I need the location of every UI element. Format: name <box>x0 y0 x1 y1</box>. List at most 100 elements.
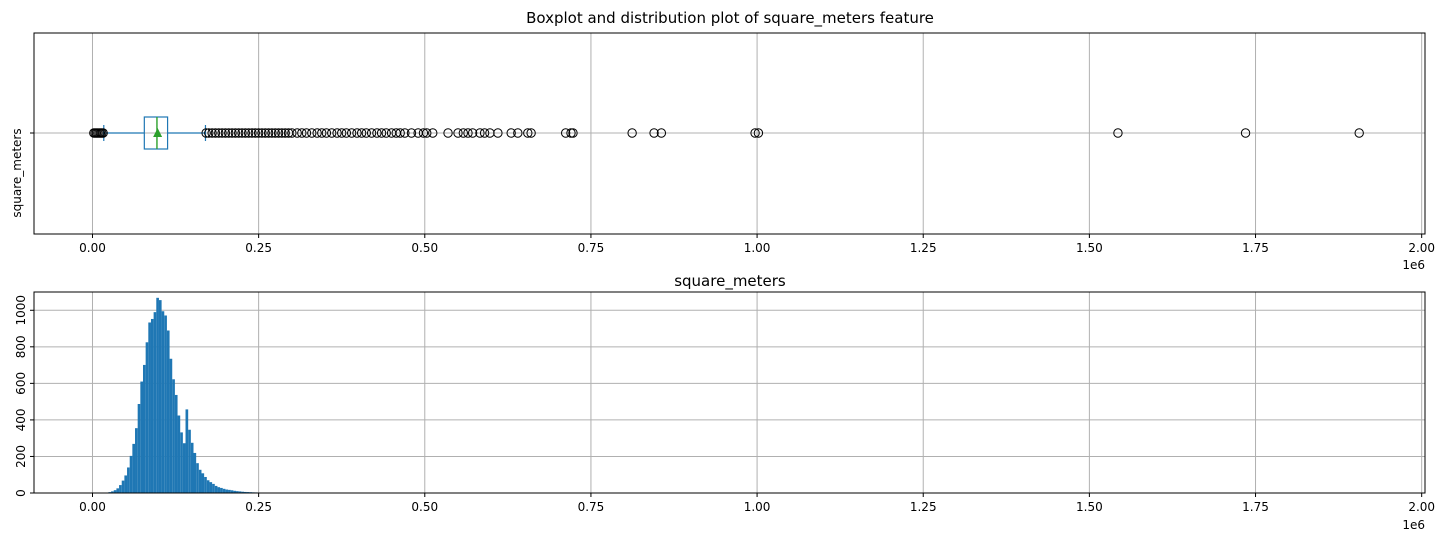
boxplot-outlier-point <box>753 128 764 138</box>
boxplot-outlier-point <box>312 128 322 138</box>
histogram-bar <box>156 297 159 493</box>
histogram-bar <box>185 409 189 493</box>
histogram-bar <box>132 443 136 493</box>
boxplot-x-tick-label: 1.00 <box>744 241 771 255</box>
histogram-bar <box>129 455 133 493</box>
histogram-grid <box>34 292 1425 494</box>
boxplot-outlier-point <box>321 128 332 138</box>
boxplot-outlier-point <box>263 128 274 138</box>
boxplot-outlier-point <box>207 128 217 138</box>
boxplot-outlier-point <box>376 128 387 138</box>
histogram-y-ticks: 0 200 400 600 800 1000 <box>14 295 34 497</box>
boxplot-outlier-point <box>1354 128 1364 138</box>
boxplot-box <box>143 116 169 150</box>
boxplot-outlier-point <box>292 128 302 138</box>
histogram-bar <box>198 469 202 493</box>
boxplot-outlier-point <box>418 128 429 138</box>
histogram-bar <box>214 485 218 493</box>
histogram-bar <box>236 491 239 493</box>
boxplot-outlier-point <box>280 128 290 138</box>
histogram-bar <box>174 394 178 493</box>
histogram-bar <box>172 379 175 493</box>
boxplot-outlier-point <box>210 128 221 138</box>
boxplot-outlier-point <box>493 128 503 138</box>
histogram-bar <box>230 490 234 493</box>
boxplot-outlier-point <box>366 128 377 138</box>
histogram-x-tick-label: 2.00 <box>1408 500 1435 514</box>
boxplot-outlier-point <box>560 128 571 138</box>
histogram-x-tick-label: 0.75 <box>578 500 605 514</box>
histogram-bar <box>222 488 226 493</box>
boxplot-outlier-point <box>356 128 367 138</box>
histogram-bar <box>182 443 186 493</box>
histogram-bar <box>180 432 183 493</box>
histogram-bar <box>225 489 229 493</box>
histogram-bar <box>212 483 215 493</box>
boxplot-outlier-point <box>443 128 453 138</box>
boxplot-outlier-point <box>523 128 533 138</box>
histogram-bar <box>148 322 151 493</box>
histogram-bar <box>238 491 242 493</box>
histogram-bar <box>169 358 173 493</box>
histogram-y-tick-label: 0 <box>14 489 28 497</box>
boxplot-outlier-point <box>227 128 237 138</box>
histogram-bar <box>121 480 125 493</box>
boxplot-outlier-point <box>649 128 659 138</box>
histogram-y-tick-label: 600 <box>14 372 28 395</box>
boxplot-outlier-point <box>372 128 382 138</box>
histogram-bar <box>228 489 231 493</box>
boxplot-outlier-point <box>463 128 473 138</box>
histogram-bar <box>233 490 237 493</box>
boxplot-outlier-point <box>317 128 327 138</box>
boxplot-x-tick-label: 0.25 <box>245 241 272 255</box>
histogram-offset-text: 1e6 <box>1402 518 1425 532</box>
boxplot-x-tick-label: 1.50 <box>1076 241 1103 255</box>
boxplot-outlier-point <box>230 128 241 138</box>
histogram-bar <box>158 300 162 493</box>
boxplot-outlier-point <box>400 128 410 138</box>
boxplot-panel: Boxplot and distribution plot of square_… <box>10 9 1435 272</box>
boxplot-outlier-point <box>506 128 516 138</box>
boxplot-outlier-point <box>243 128 254 138</box>
histogram-y-tick-label: 1000 <box>14 295 28 326</box>
boxplot-outlier-point <box>332 128 342 138</box>
histogram-bar <box>196 463 199 493</box>
boxplot-outlier-point <box>346 128 357 138</box>
histogram-x-tick-label: 0.25 <box>245 500 272 514</box>
histogram-bar <box>150 318 154 493</box>
boxplot-outlier-point <box>458 128 469 138</box>
boxplot-x-tick-label: 0.00 <box>79 241 106 255</box>
histogram-x-tick-label: 1.25 <box>910 500 937 514</box>
histogram-frame <box>33 291 1426 494</box>
histogram-bar <box>111 491 114 493</box>
boxplot-outlier-point <box>237 128 247 138</box>
boxplot-outlier-point <box>307 128 317 138</box>
histogram-bar <box>113 490 117 493</box>
histogram-bar <box>209 482 213 493</box>
boxplot-outlier-point <box>277 128 287 138</box>
boxplot-outlier-point <box>467 128 478 138</box>
boxplot-outlier-point <box>214 128 224 138</box>
boxplot-outlier-point <box>475 128 485 138</box>
boxplot-x-tick-label: 2.00 <box>1408 241 1435 255</box>
histogram-title: square_meters <box>674 272 786 291</box>
boxplot-outlier-point <box>204 128 214 138</box>
boxplot-outlier-point <box>297 128 307 138</box>
histogram-bar <box>140 381 143 493</box>
histogram-y-tick-label: 400 <box>14 408 28 431</box>
histogram-bar <box>145 342 149 493</box>
histogram-bar <box>217 487 221 493</box>
boxplot-outlier-point <box>1240 128 1251 138</box>
boxplot-outlier-point <box>406 128 417 138</box>
histogram-bar <box>124 475 128 493</box>
boxplot-outlier-point <box>267 128 277 138</box>
boxplot-outliers <box>89 128 1364 138</box>
histogram-x-tick-label: 1.75 <box>1242 500 1269 514</box>
boxplot-outlier-point <box>287 128 297 138</box>
histogram-x-ticks: 0.00 0.25 0.50 0.75 1.00 1.25 1.50 1.75 2.00 <box>79 493 1435 514</box>
boxplot-outlier-point <box>627 128 637 138</box>
boxplot-x-tick-label: 1.75 <box>1242 241 1269 255</box>
boxplot-mean-marker <box>153 128 163 137</box>
boxplot-outlier-point <box>257 128 267 138</box>
